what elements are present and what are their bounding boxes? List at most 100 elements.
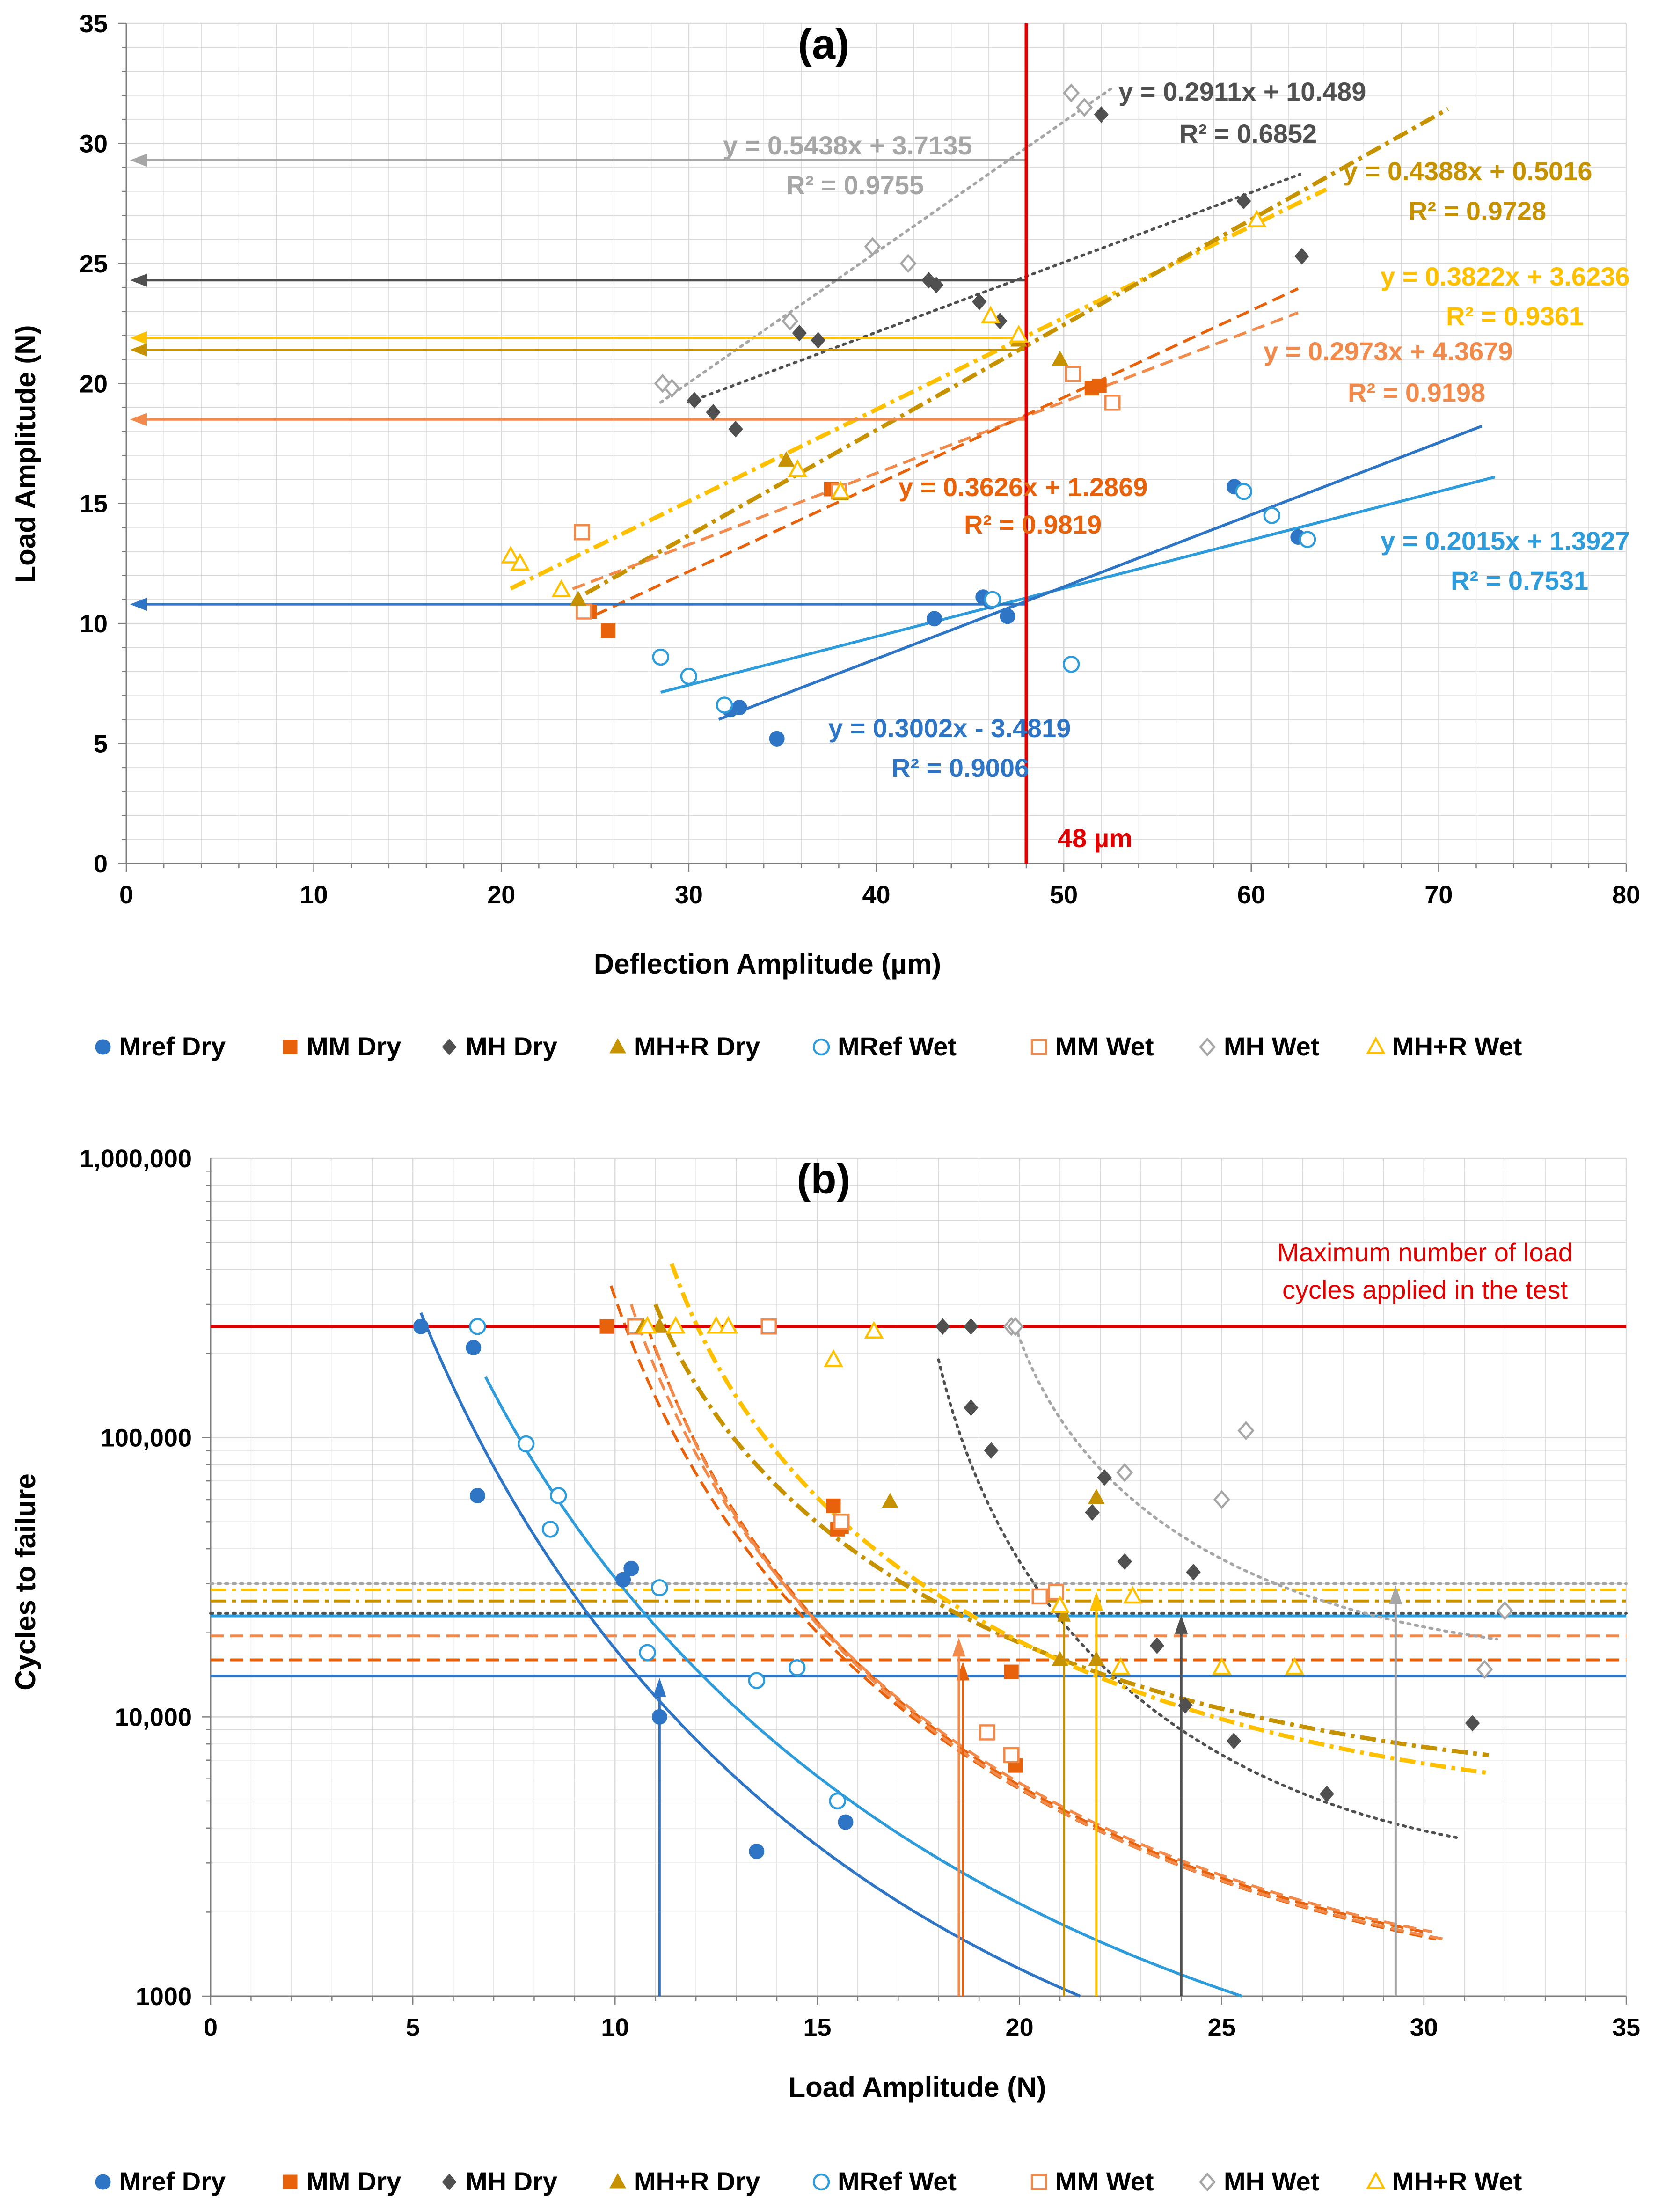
max-cycles-annotation-line2: cycles applied in the test <box>1282 1275 1568 1304</box>
point-mm_wet <box>1031 1588 1048 1605</box>
trendline-mhr_wet <box>510 187 1327 591</box>
vline-label: 48 µm <box>1058 823 1132 853</box>
point-mh_dry <box>935 1318 950 1335</box>
x-tick-label: 15 <box>803 2013 831 2042</box>
point-mhr_wet <box>637 1316 657 1334</box>
point-mh_dry <box>1117 1553 1132 1570</box>
legend-marker-mm_wet <box>1030 2174 1047 2190</box>
legend-marker-mm_wet <box>1030 1039 1047 1055</box>
point-mhr_wet <box>510 553 530 571</box>
point-mh_dry <box>728 420 743 438</box>
panel-a-y-tick-labels: 0 5 10 15 20 25 30 35 <box>80 10 108 878</box>
point-mm_dry <box>1004 1664 1019 1679</box>
arrowhead-mhr_dry <box>130 343 147 357</box>
panel-a-arrows <box>130 154 1026 611</box>
point-mhr_wet <box>1212 1657 1232 1675</box>
arrowhead-mh_dry <box>130 273 147 287</box>
point-mref_wet <box>680 667 698 685</box>
trendline-mhr_dry <box>584 107 1449 595</box>
eq-mm-dry: y = 0.3626x + 1.2869 <box>898 472 1148 502</box>
point-mh_wet <box>782 311 799 331</box>
legend-label-mh_dry: MH Dry <box>466 1032 557 1061</box>
arrowhead-mhr_wet <box>130 331 147 344</box>
point-mm_wet <box>1003 1747 1020 1764</box>
point-mhr_wet <box>706 1316 726 1334</box>
point-mref_dry <box>466 1340 482 1355</box>
point-mhr_wet <box>666 1316 686 1334</box>
point-mh_wet <box>1496 1601 1513 1620</box>
legend-label-mh_wet: MH Wet <box>1224 2167 1319 2196</box>
point-mref_dry <box>927 611 942 627</box>
panel-a-trendlines <box>510 88 1496 721</box>
eq-mh-dry: y = 0.2911x + 10.489 <box>1118 77 1366 106</box>
legend-marker-mref_dry <box>95 1039 111 1055</box>
x-tick-label: 60 <box>1237 881 1265 909</box>
point-mref_dry <box>623 1560 639 1576</box>
legend-marker-mhr_dry <box>609 2173 626 2189</box>
legend-marker-mh_dry <box>442 1039 457 1055</box>
r2-mm-dry: R² = 0.9819 <box>964 510 1102 539</box>
point-mh_dry <box>1178 1697 1193 1714</box>
r2-mhr-wet: R² = 0.9361 <box>1446 301 1584 331</box>
panel-b-axes <box>202 1158 1627 2005</box>
point-mm_wet <box>576 603 592 620</box>
legend-label-mm_dry: MM Dry <box>307 2167 401 2196</box>
point-mref_dry <box>838 1814 854 1830</box>
point-mm_dry <box>826 1498 841 1513</box>
x-tick-label: 10 <box>601 2013 629 2042</box>
legend-label-mhr_wet: MH+R Wet <box>1392 2167 1522 2196</box>
varrow-head-mm_wet <box>952 1638 965 1657</box>
panel-a-axes <box>118 22 1627 872</box>
point-mh_dry <box>1085 1504 1100 1521</box>
r2-mhr-dry: R² = 0.9728 <box>1409 196 1546 226</box>
panel-b-legend: Mref Dry MM Dry MH Dry MH+R Dry MRef Wet MM W… <box>95 2167 1522 2196</box>
panel-b-fit-curves <box>419 1263 1498 1998</box>
point-mref_wet <box>748 1672 766 1689</box>
legend-marker-mh_wet <box>1198 1037 1216 1057</box>
point-mh_dry <box>1226 1733 1242 1750</box>
point-mref_dry <box>615 1572 631 1588</box>
y-tick-label: 10,000 <box>115 1703 192 1731</box>
point-mh_dry <box>1097 1469 1112 1486</box>
r2-mh-wet: R² = 0.9755 <box>786 170 924 200</box>
point-mhr_dry <box>1088 1488 1105 1504</box>
point-mhr_wet <box>864 1321 884 1339</box>
eq-mhr-wet: y = 0.3822x + 3.6236 <box>1381 262 1630 291</box>
point-mref_wet <box>829 1792 846 1810</box>
panel-b-x-axis-label: Load Amplitude (N) <box>788 2072 1046 2103</box>
point-mm_wet <box>1065 366 1081 382</box>
point-mh_dry <box>811 332 825 349</box>
x-tick-label: 80 <box>1612 881 1640 909</box>
y-tick-label: 15 <box>80 490 108 518</box>
legend-label-mhr_dry: MH+R Dry <box>634 1032 760 1061</box>
point-mref_wet <box>517 1435 535 1453</box>
legend-marker-mref_wet <box>812 2173 830 2191</box>
point-mh_dry <box>1236 192 1251 210</box>
point-mh_dry <box>1319 1786 1335 1802</box>
point-mhr_wet <box>551 579 571 597</box>
point-mref_dry <box>749 1844 765 1860</box>
trendline-mm_dry <box>594 287 1299 616</box>
max-cycles-annotation-line1: Maximum number of load <box>1277 1237 1573 1267</box>
x-tick-label: 50 <box>1050 881 1078 909</box>
point-mref_dry <box>769 731 785 747</box>
y-tick-label: 35 <box>80 10 108 38</box>
point-mh_wet <box>1007 1317 1024 1336</box>
point-mref_wet <box>788 1659 806 1677</box>
point-mh_dry <box>984 1442 999 1459</box>
point-mhr_wet <box>1247 209 1267 227</box>
x-tick-label: 30 <box>1410 2013 1438 2042</box>
legend-label-mm_wet: MM Wet <box>1055 1032 1154 1061</box>
point-mhr_wet <box>1285 1657 1305 1675</box>
fit-curve-mref_wet <box>484 1376 1242 1998</box>
eq-mm-wet: y = 0.2973x + 4.3679 <box>1264 337 1513 366</box>
point-mh_dry <box>706 404 721 421</box>
eq-mhr-dry: y = 0.4388x + 0.5016 <box>1343 156 1592 186</box>
point-mhr_dry <box>1052 1651 1068 1667</box>
point-mh_dry <box>792 324 807 342</box>
legend-marker-mhr_wet <box>1366 2171 1386 2189</box>
panel-a-x-axis-label: Deflection Amplitude (µm) <box>594 948 941 980</box>
x-tick-label: 10 <box>300 881 328 909</box>
panel-b-title: (b) <box>797 1156 851 1203</box>
